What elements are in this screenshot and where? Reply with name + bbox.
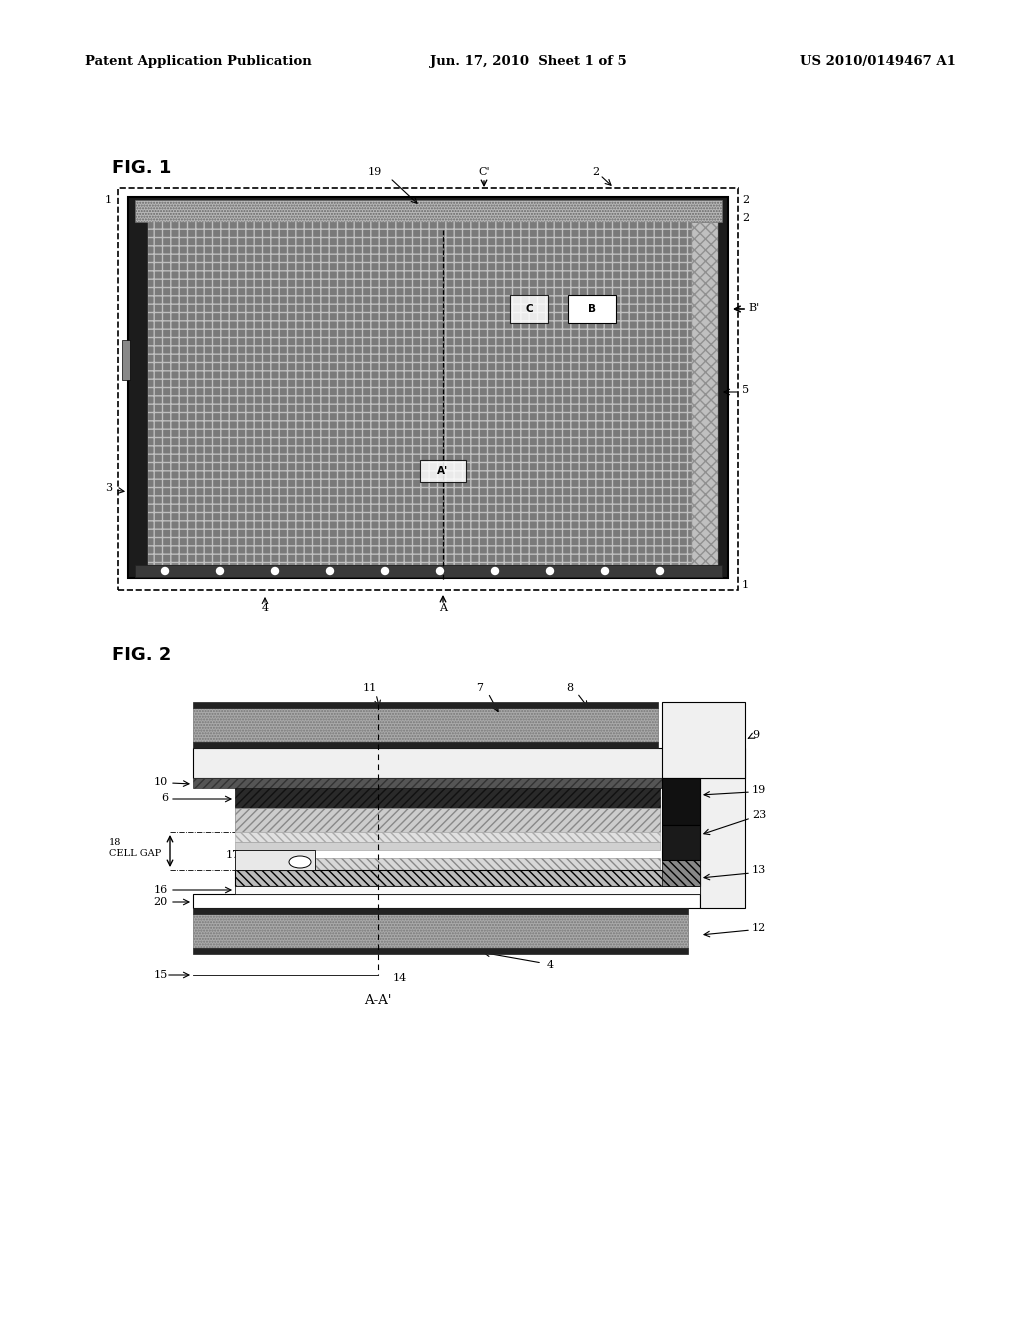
Text: US 2010/0149467 A1: US 2010/0149467 A1	[800, 55, 955, 69]
Text: 1: 1	[742, 579, 750, 590]
Bar	[148, 222, 692, 565]
Bar	[662, 777, 700, 825]
Bar	[193, 908, 688, 913]
Bar	[193, 948, 688, 954]
Text: 16: 16	[154, 884, 168, 895]
Bar	[234, 788, 660, 808]
Text: FIG. 2: FIG. 2	[112, 645, 171, 664]
Text: 15: 15	[154, 970, 168, 979]
Text: Jun. 17, 2010  Sheet 1 of 5: Jun. 17, 2010 Sheet 1 of 5	[430, 55, 627, 69]
Text: 12: 12	[752, 923, 766, 933]
Circle shape	[436, 568, 443, 574]
Text: 3: 3	[104, 483, 112, 492]
Bar	[692, 222, 718, 565]
Text: B': B'	[748, 304, 759, 313]
Bar	[234, 842, 660, 850]
Text: C: C	[525, 304, 532, 314]
Text: 2: 2	[593, 168, 600, 177]
Text: 13: 13	[752, 865, 766, 875]
Bar	[662, 825, 700, 861]
Bar	[193, 742, 658, 748]
Text: Patent Application Publication: Patent Application Publication	[85, 55, 311, 69]
Bar	[568, 294, 616, 323]
Bar	[315, 858, 660, 870]
Text: 9: 9	[752, 730, 759, 741]
Bar	[510, 294, 548, 323]
Text: A: A	[439, 603, 447, 612]
Text: A': A'	[437, 466, 449, 477]
Bar	[135, 201, 722, 222]
Text: 8: 8	[566, 682, 573, 693]
Bar	[692, 222, 718, 565]
Bar	[128, 197, 728, 578]
Ellipse shape	[289, 855, 311, 869]
Bar	[234, 886, 700, 894]
Bar	[193, 913, 688, 948]
Text: 6: 6	[161, 793, 168, 803]
Bar	[234, 832, 660, 842]
Circle shape	[216, 568, 223, 574]
Bar	[234, 870, 700, 886]
Text: 17: 17	[226, 850, 240, 861]
Bar	[118, 187, 738, 590]
Circle shape	[547, 568, 554, 574]
Circle shape	[162, 568, 169, 574]
Circle shape	[382, 568, 388, 574]
Text: 11: 11	[362, 682, 377, 693]
Bar	[662, 702, 745, 777]
Bar	[122, 341, 130, 380]
Circle shape	[271, 568, 279, 574]
Bar	[193, 748, 745, 777]
Text: 20: 20	[154, 898, 168, 907]
Bar	[135, 565, 722, 577]
Text: FIG. 1: FIG. 1	[112, 158, 171, 177]
Text: C': C'	[478, 168, 489, 177]
Text: 7: 7	[476, 682, 483, 693]
Text: 19: 19	[752, 785, 766, 795]
Bar	[193, 702, 658, 708]
Text: 19: 19	[368, 168, 382, 177]
Bar	[234, 850, 315, 870]
Bar	[662, 861, 700, 886]
Text: 4: 4	[261, 603, 268, 612]
Circle shape	[327, 568, 334, 574]
Text: 2: 2	[742, 195, 750, 205]
Circle shape	[601, 568, 608, 574]
Text: 1: 1	[104, 195, 112, 205]
Circle shape	[492, 568, 499, 574]
Text: A-A': A-A'	[365, 994, 392, 1006]
Text: 10: 10	[154, 777, 168, 787]
Text: B: B	[588, 304, 596, 314]
Text: 4: 4	[547, 960, 554, 970]
Circle shape	[656, 568, 664, 574]
Text: 23: 23	[752, 810, 766, 820]
Bar	[193, 777, 672, 788]
Bar	[148, 222, 692, 565]
Bar	[193, 708, 658, 742]
Bar	[420, 459, 466, 482]
Text: 18
CELL GAP: 18 CELL GAP	[109, 838, 161, 858]
Bar	[234, 808, 660, 832]
Bar	[193, 894, 700, 908]
Text: 5: 5	[742, 385, 750, 395]
Text: 14: 14	[393, 973, 408, 983]
Text: 2: 2	[742, 213, 750, 223]
Bar	[700, 777, 745, 908]
